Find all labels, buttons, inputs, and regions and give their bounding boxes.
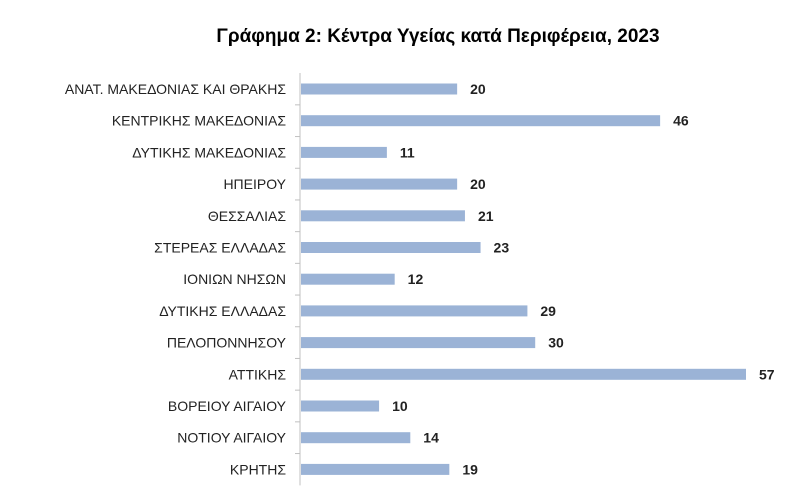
bar (301, 337, 536, 349)
category-label: ΠΕΛΟΠΟΝΝΗΣΟΥ (167, 335, 287, 351)
category-label: ΝΟΤΙΟΥ ΑΙΓΑΙΟΥ (177, 430, 286, 446)
bar (301, 115, 661, 127)
value-label: 20 (470, 81, 486, 97)
value-label: 29 (540, 303, 556, 319)
category-label: ΚΕΝΤΡΙΚΗΣ ΜΑΚΕΔΟΝΙΑΣ (112, 113, 287, 129)
category-label: ΔΥΤΙΚΗΣ ΕΛΛΑΔΑΣ (159, 303, 286, 319)
category-label: ΑΝΑΤ. ΜΑΚΕΔΟΝΙΑΣ ΚΑΙ ΘΡΑΚΗΣ (65, 81, 286, 97)
category-label: ΚΡΗΤΗΣ (230, 461, 286, 477)
value-label: 10 (392, 398, 408, 414)
category-label: ΑΤΤΙΚΗΣ (229, 366, 287, 382)
category-label: ΗΠΕΙΡΟΥ (223, 176, 286, 192)
bar (301, 305, 528, 317)
value-label: 11 (400, 144, 415, 160)
value-label: 30 (548, 335, 564, 351)
chart-title: Γράφημα 2: Κέντρα Υγείας κατά Περιφέρεια… (216, 26, 660, 47)
category-label: ΔΥΤΙΚΗΣ ΜΑΚΕΔΟΝΙΑΣ (132, 144, 286, 160)
category-label: ΣΤΕΡΕΑΣ ΕΛΛΑΔΑΣ (154, 240, 286, 256)
category-label: ΒΟΡΕΙΟΥ ΑΙΓΑΙΟΥ (168, 398, 287, 414)
value-label: 12 (408, 271, 424, 287)
category-label: ΙΟΝΙΩΝ ΝΗΣΩΝ (183, 271, 286, 287)
bar (301, 432, 411, 444)
value-label: 23 (494, 240, 510, 256)
bar (301, 463, 450, 475)
value-label: 19 (462, 461, 478, 477)
value-label: 57 (759, 366, 775, 382)
bar (301, 83, 458, 95)
category-label: ΘΕΣΣΑΛΙΑΣ (208, 208, 286, 224)
bar (301, 368, 746, 380)
bar (301, 210, 465, 222)
bar (301, 146, 387, 158)
value-label: 20 (470, 176, 486, 192)
value-label: 46 (673, 113, 689, 129)
bar (301, 273, 395, 285)
value-label: 14 (423, 430, 439, 446)
bar (301, 400, 380, 412)
bar (301, 178, 458, 190)
value-label: 21 (478, 208, 494, 224)
bar (301, 242, 481, 253)
